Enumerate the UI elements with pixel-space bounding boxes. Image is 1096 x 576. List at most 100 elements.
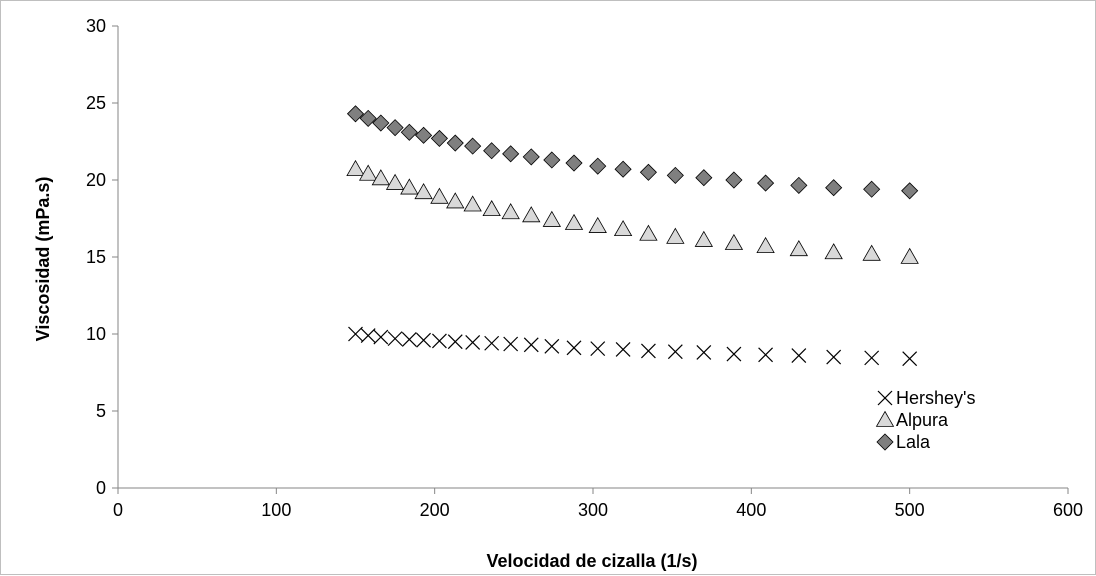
x-tick-label: 100 (261, 500, 291, 520)
data-point (522, 148, 540, 166)
data-point (371, 169, 391, 186)
data-point (864, 350, 880, 366)
data-point (431, 333, 447, 349)
data-point (503, 336, 519, 352)
data-point (501, 203, 520, 220)
data-point (639, 224, 658, 241)
data-point (725, 171, 743, 189)
x-tick-label: 300 (578, 500, 608, 520)
data-point (447, 334, 463, 350)
tick-labels: 0 100 200 300 400 500 600 0 5 10 15 20 25 30 (86, 16, 1083, 520)
data-point (826, 349, 842, 365)
data-point (639, 163, 657, 181)
data-point (724, 233, 744, 250)
legend-label: Hershey's (896, 388, 975, 408)
data-point (726, 346, 742, 362)
legend-label: Lala (896, 432, 931, 452)
data-point (566, 340, 582, 356)
legend-entry: Hershey's (877, 388, 975, 408)
data-point (348, 326, 363, 342)
data-point (696, 345, 712, 360)
data-point (502, 145, 520, 163)
legend-entry: Alpura (875, 410, 949, 430)
data-point (463, 195, 482, 212)
data-point (446, 192, 465, 209)
x-tick-label: 0 (113, 500, 123, 520)
series-alpura (346, 159, 919, 264)
data-point (386, 119, 404, 137)
data-point (416, 332, 432, 348)
data-point (758, 347, 774, 363)
y-tick-label: 30 (86, 16, 106, 36)
data-point (640, 343, 656, 359)
data-point (464, 137, 482, 155)
data-point (695, 169, 713, 187)
data-point (544, 338, 560, 354)
data-point (863, 180, 881, 198)
data-point (414, 183, 433, 200)
data-point (358, 164, 378, 181)
data-point (430, 129, 448, 147)
data-point (666, 227, 685, 244)
y-tick-label: 10 (86, 324, 106, 344)
data-point (901, 182, 919, 200)
data-point (483, 142, 501, 160)
x-tick-label: 400 (736, 500, 766, 520)
data-point (523, 337, 539, 353)
data-point (590, 341, 606, 357)
data-points (346, 105, 919, 367)
data-point (564, 213, 584, 230)
series-hershey-s (348, 326, 918, 367)
y-tick-label: 15 (86, 247, 106, 267)
data-point (613, 219, 633, 237)
legend-entry: Lala (876, 432, 931, 452)
x-tick-label: 200 (420, 500, 450, 520)
data-point (385, 173, 405, 190)
y-tick-label: 20 (86, 170, 106, 190)
data-point (694, 230, 714, 247)
data-point (484, 335, 500, 351)
x-tick-label: 600 (1053, 500, 1083, 520)
series-lala (346, 105, 919, 200)
data-point (400, 178, 419, 195)
data-point (401, 331, 417, 347)
data-point (373, 329, 389, 345)
data-point (372, 114, 390, 132)
data-point (588, 216, 607, 233)
data-point (400, 123, 418, 141)
data-point (589, 157, 607, 175)
data-point (415, 126, 433, 144)
y-tick-label: 0 (96, 478, 106, 498)
data-point (542, 210, 562, 227)
data-point (387, 331, 403, 347)
data-point (900, 247, 919, 264)
data-point (824, 243, 843, 260)
axes (112, 25, 1069, 494)
data-point (615, 341, 631, 357)
data-point (565, 154, 583, 172)
y-axis-title: Viscosidad (mPa.s) (33, 177, 53, 342)
data-point (667, 344, 683, 360)
data-point (446, 134, 464, 152)
data-point (614, 160, 632, 178)
data-point (543, 151, 561, 169)
data-point (359, 109, 377, 127)
data-point (666, 166, 684, 184)
data-point (346, 105, 365, 123)
legend-label: Alpura (896, 410, 949, 430)
data-point (825, 179, 843, 197)
y-tick-label: 25 (86, 93, 106, 113)
data-point (430, 187, 449, 204)
data-point (862, 244, 881, 261)
data-point (482, 199, 501, 217)
y-tick-label: 5 (96, 401, 106, 421)
data-point (789, 239, 809, 257)
data-point (790, 176, 808, 194)
legend-marker (877, 390, 893, 406)
data-point (757, 174, 775, 192)
legend-marker (875, 410, 895, 427)
data-point (360, 328, 376, 343)
